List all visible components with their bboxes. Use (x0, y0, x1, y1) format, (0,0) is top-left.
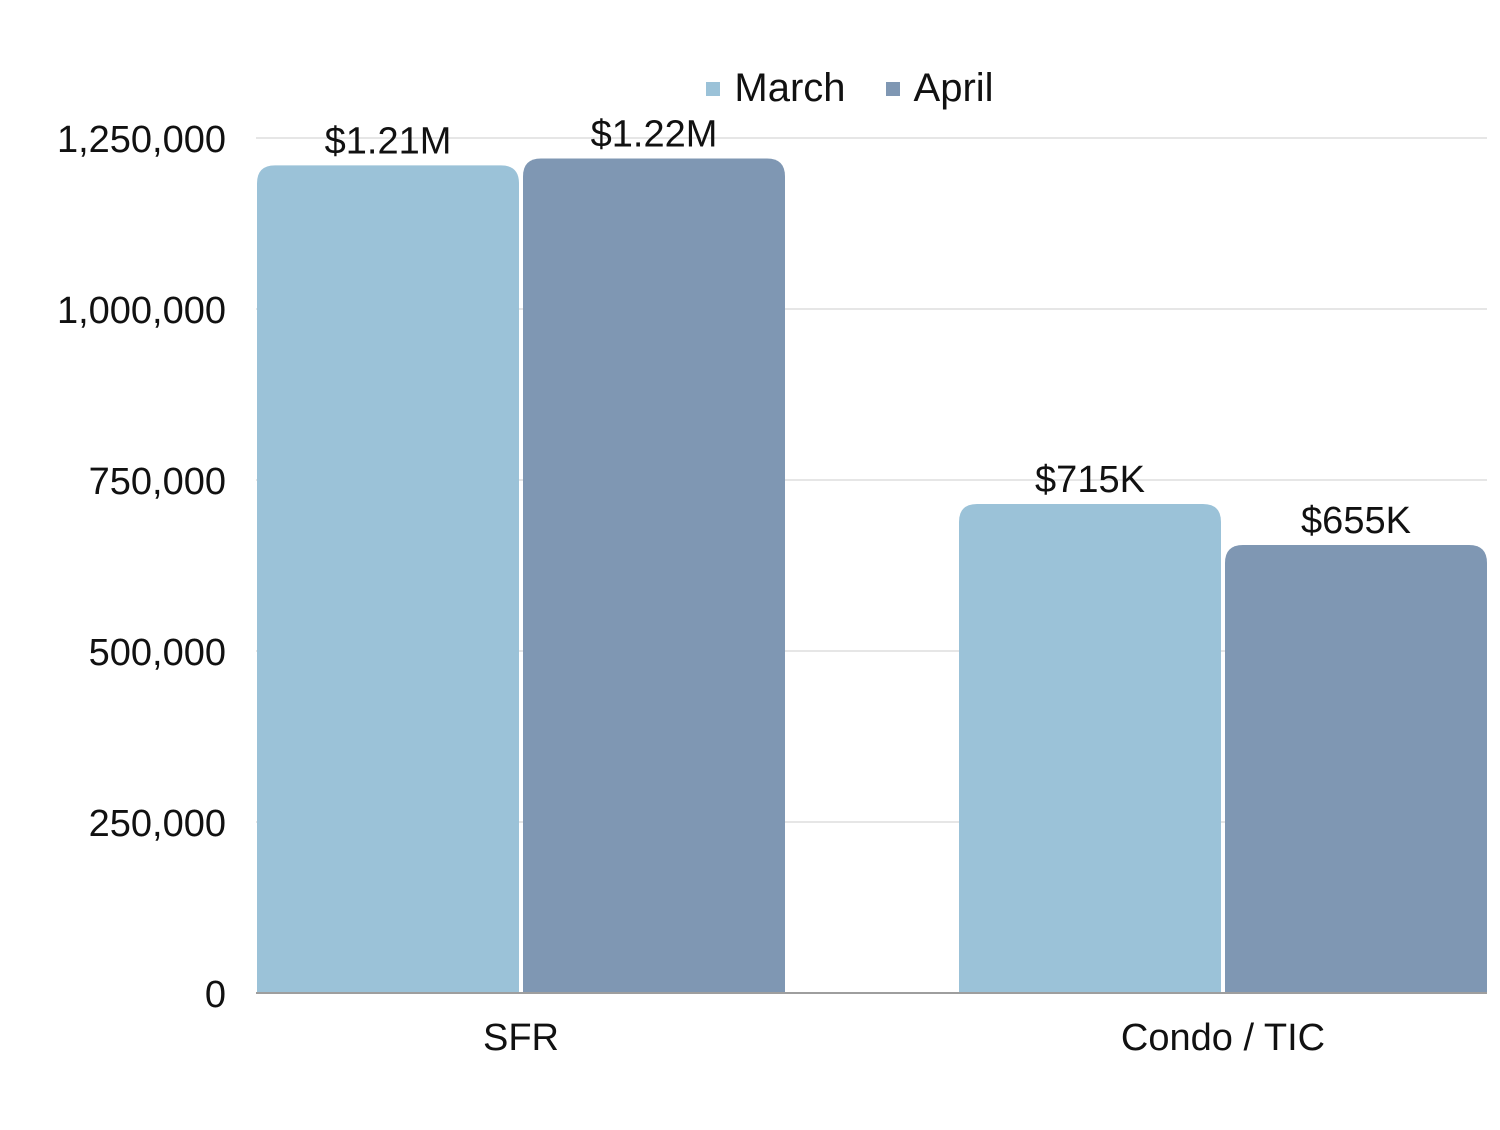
bar-april-1 (1225, 544, 1487, 993)
bar-april-0 (523, 158, 785, 993)
data-label: $1.21M (325, 120, 452, 162)
bar-march-0 (257, 165, 519, 994)
data-label: $1.22M (591, 114, 718, 156)
y-tick-label: 500,000 (89, 632, 226, 674)
legend-swatch-march (706, 81, 721, 96)
legend-label-april: April (913, 66, 994, 110)
x-tick-label: SFR (483, 1017, 559, 1059)
y-tick-label: 0 (205, 974, 226, 1016)
legend-item-march: March (706, 66, 846, 111)
y-tick-label: 1,250,000 (57, 119, 226, 161)
x-tick-label: Condo / TIC (1121, 1017, 1325, 1059)
legend-label-march: March (734, 66, 846, 110)
y-tick-label: 1,000,000 (57, 290, 226, 332)
y-tick-label: 250,000 (89, 803, 226, 845)
y-tick-label: 750,000 (89, 461, 226, 503)
legend: March April (0, 66, 1500, 111)
legend-item-april: April (885, 66, 994, 111)
data-label: $715K (1035, 459, 1145, 501)
data-label: $655K (1301, 500, 1411, 542)
bar-march-1 (959, 503, 1221, 993)
legend-swatch-april (885, 81, 900, 96)
